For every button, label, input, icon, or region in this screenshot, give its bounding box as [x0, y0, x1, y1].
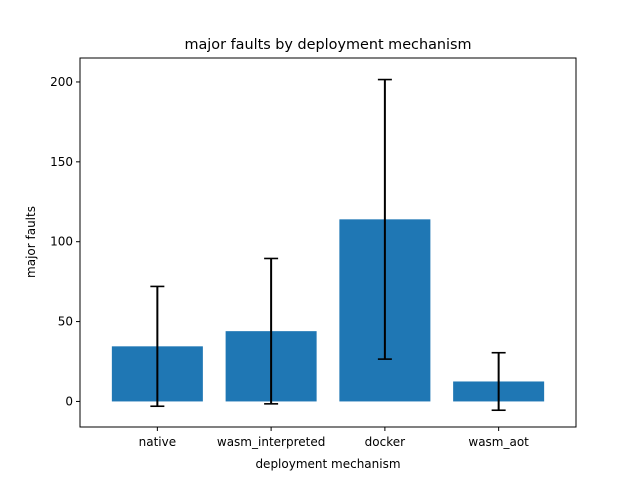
x-tick-label: docker	[365, 435, 405, 449]
y-tick-label: 50	[58, 315, 73, 329]
y-tick-label: 0	[65, 394, 73, 408]
axes-frame	[79, 57, 577, 428]
plot-area: 0 50 100 150 200 native wasm_interpreted docker…	[50, 57, 577, 449]
y-axis-label: major faults	[24, 206, 38, 278]
x-tick-label: wasm_aot	[468, 435, 529, 449]
x-axis-label: deployment mechanism	[255, 457, 400, 471]
x-tick-label: wasm_interpreted	[217, 435, 325, 449]
x-tick-label: native	[139, 435, 176, 449]
y-tick-label: 150	[50, 155, 73, 169]
y-tick-label: 200	[50, 75, 73, 89]
y-tick-label: 100	[50, 235, 73, 249]
chart-title: major faults by deployment mechanism	[184, 37, 471, 53]
